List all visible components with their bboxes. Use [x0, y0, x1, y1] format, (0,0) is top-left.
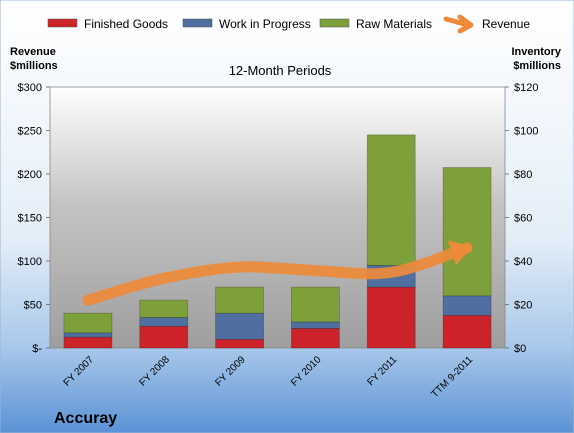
legend: Finished Goods Work in Progress Raw Materi…: [47, 14, 530, 34]
bar-segment: [139, 325, 189, 349]
bar-segment: [63, 332, 113, 338]
revenue-arrowhead-icon: [447, 240, 473, 266]
right-tick-label: $100: [514, 126, 538, 138]
legend-label: Raw Materials: [356, 17, 432, 31]
revenue-line-path: [82, 242, 473, 306]
right-tick-label: $20: [514, 300, 532, 312]
left-tick-label: $200: [18, 169, 42, 181]
revenue-line: [82, 240, 473, 306]
legend-label: Revenue: [482, 17, 530, 31]
bar-segment: [442, 167, 492, 297]
bars: [63, 134, 492, 349]
legend-label: Finished Goods: [84, 17, 168, 31]
right-axis-title: Inventory $millions: [511, 46, 561, 72]
bar-segment: [291, 328, 340, 349]
bar-segment: [215, 312, 264, 340]
left-tick-label: $100: [18, 256, 42, 268]
bar-segment: [139, 317, 189, 327]
left-tick-label: $300: [18, 82, 42, 94]
left-tick-label: $-: [32, 343, 42, 355]
legend-swatch: [319, 18, 350, 28]
right-tick-label: $0: [514, 343, 526, 355]
right-tick-label: $120: [514, 82, 538, 94]
bar-segment: [215, 338, 264, 349]
bar-segment: [366, 286, 416, 349]
bar-segment: [215, 286, 264, 314]
company-name: Accuray: [54, 410, 117, 427]
bar-segment: [291, 321, 340, 329]
bar-segment: [291, 286, 340, 323]
bar-segment: [442, 314, 492, 349]
plot-subtitle: 12-Month Periods: [229, 63, 332, 78]
left-axis: $- $50 $100 $150 $200 $250 $300: [18, 82, 50, 355]
bar-segment: [139, 299, 189, 318]
left-tick-label: $50: [24, 300, 42, 312]
bar-segment: [366, 134, 416, 266]
right-tick-label: $80: [514, 169, 532, 181]
legend-swatch: [182, 18, 213, 28]
bar-segment: [63, 336, 113, 349]
bar-segment: [63, 312, 113, 334]
right-axis: $0 $20 $40 $60 $80 $100 $120: [505, 82, 538, 355]
right-tick-label: $60: [514, 213, 532, 225]
plot-area: [49, 86, 506, 349]
legend-swatch: [47, 18, 78, 28]
legend-label: Work in Progress: [219, 17, 311, 31]
legend-revenue-arrow-icon: [443, 14, 474, 34]
left-tick-label: $250: [18, 126, 42, 138]
bar-segment: [442, 295, 492, 316]
left-tick-label: $150: [18, 213, 42, 225]
right-tick-label: $40: [514, 256, 532, 268]
left-axis-title: Revenue $millions: [10, 46, 58, 72]
